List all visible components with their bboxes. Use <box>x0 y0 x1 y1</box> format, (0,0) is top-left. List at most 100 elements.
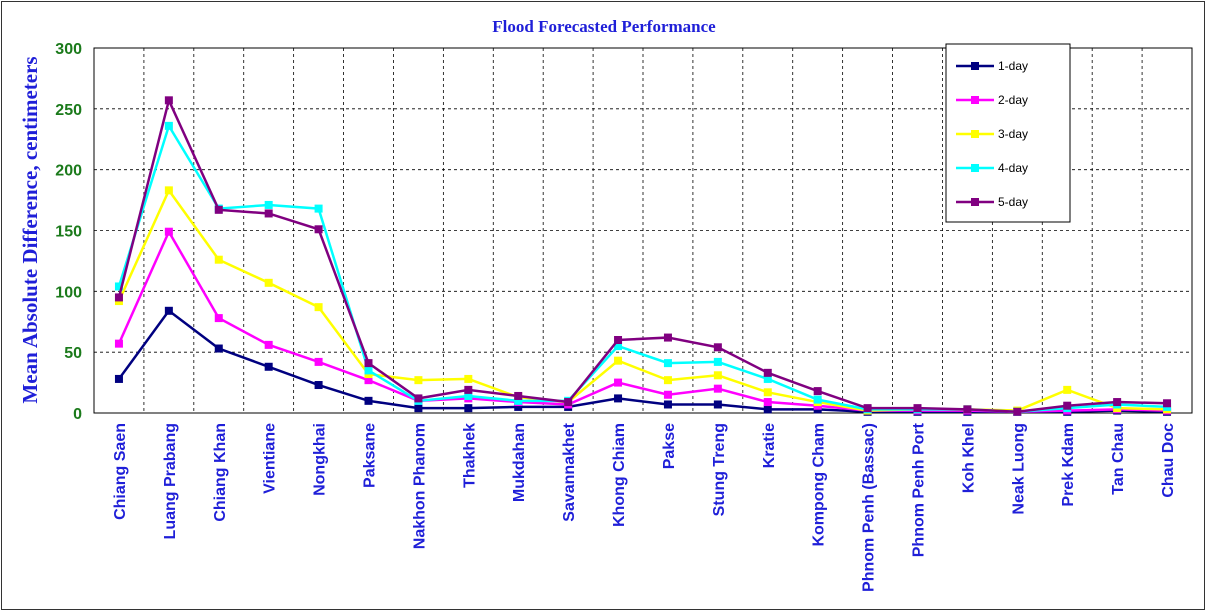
x-tick-label: Pakse <box>661 423 678 469</box>
data-point <box>264 362 273 371</box>
x-tick-label: Chiang Saen <box>112 423 129 520</box>
x-tick-label: Nakhon Phanom <box>411 423 428 549</box>
data-point <box>264 200 273 209</box>
grid-lines <box>94 47 1192 414</box>
legend: 1-day 2-day 3-day 4-day 5-day <box>945 43 1071 223</box>
x-tick-label: Savannakhet <box>561 422 578 521</box>
legend-swatch-marker <box>971 62 979 70</box>
legend-item: 5-day <box>956 195 1028 209</box>
x-tick-label: Luang Prabang <box>162 423 179 539</box>
y-tick-label: 300 <box>55 41 82 58</box>
data-point <box>314 303 323 312</box>
data-point <box>314 204 323 213</box>
x-tick-label: Chau Doc <box>1160 423 1177 498</box>
data-point <box>1013 407 1022 416</box>
y-tick-label: 50 <box>64 345 82 362</box>
data-point <box>214 255 223 264</box>
data-point <box>713 343 722 352</box>
data-point <box>614 394 623 403</box>
data-point <box>514 391 523 400</box>
legend-swatch-marker <box>971 198 979 206</box>
data-point <box>713 357 722 366</box>
y-tick-label: 150 <box>55 224 82 241</box>
x-tick-label: Kratie <box>761 423 778 468</box>
data-point <box>414 376 423 385</box>
data-point <box>464 385 473 394</box>
x-tick-label: Stung Treng <box>711 423 728 516</box>
data-point <box>813 387 822 396</box>
data-point <box>863 404 872 413</box>
data-point <box>314 225 323 234</box>
data-point <box>663 333 672 342</box>
data-point <box>564 398 573 407</box>
legend-item: 3-day <box>956 127 1028 141</box>
data-point <box>663 376 672 385</box>
x-tick-label: Vientiane <box>262 423 279 494</box>
data-point <box>464 391 473 400</box>
data-point <box>713 384 722 393</box>
x-tick-label: Koh Khel <box>960 423 977 493</box>
x-tick-label: Tan Chau <box>1110 423 1127 495</box>
x-tick-label: Mukdahan <box>511 423 528 502</box>
data-point <box>414 394 423 403</box>
series-5-day <box>114 96 1172 416</box>
legend-item: 4-day <box>956 161 1028 175</box>
legend-label: 5-day <box>998 195 1028 209</box>
data-point <box>713 371 722 380</box>
x-tick-label: Khong Chiam <box>611 423 628 527</box>
data-point <box>1113 398 1122 407</box>
data-point <box>314 381 323 390</box>
data-point <box>414 404 423 413</box>
data-point <box>214 205 223 214</box>
y-axis-ticks: 0 50 100 150 200 250 300 <box>55 41 82 423</box>
data-point <box>614 356 623 365</box>
data-point <box>763 368 772 377</box>
x-tick-label: Phnom Penh Port <box>911 422 928 557</box>
data-point <box>164 186 173 195</box>
data-point <box>763 374 772 383</box>
legend-label: 1-day <box>998 59 1028 73</box>
legend-label: 3-day <box>998 127 1028 141</box>
y-tick-label: 100 <box>55 284 82 301</box>
series-lines <box>114 96 1172 416</box>
data-point <box>264 340 273 349</box>
data-point <box>364 376 373 385</box>
data-point <box>114 293 123 302</box>
legend-label: 4-day <box>998 161 1028 175</box>
data-point <box>514 396 523 405</box>
data-point <box>164 96 173 105</box>
data-point <box>364 366 373 375</box>
series-2-day <box>114 227 1172 416</box>
legend-label: 2-day <box>998 93 1028 107</box>
data-point <box>164 121 173 130</box>
x-axis-ticks: Chiang Saen Luang Prabang Chiang Khan Vient… <box>112 422 1177 592</box>
data-point <box>763 405 772 414</box>
x-tick-label: Kompong Cham <box>811 423 828 547</box>
data-point <box>264 209 273 218</box>
data-point <box>464 404 473 413</box>
data-point <box>114 282 123 291</box>
data-point <box>514 402 523 411</box>
data-point <box>314 357 323 366</box>
y-tick-label: 250 <box>55 102 82 119</box>
x-tick-label: Prek Kdam <box>1060 423 1077 507</box>
legend-swatch-marker <box>971 164 979 172</box>
data-point <box>114 339 123 348</box>
data-point <box>164 227 173 236</box>
x-tick-label: Nongkhai <box>312 423 329 496</box>
legend-swatch-marker <box>971 130 979 138</box>
data-point <box>963 405 972 414</box>
data-point <box>763 398 772 407</box>
plot-area <box>93 47 1193 414</box>
x-tick-label: Chiang Khan <box>212 423 229 522</box>
x-tick-label: Paksane <box>362 423 379 488</box>
data-point <box>364 396 373 405</box>
data-point <box>813 395 822 404</box>
data-point <box>364 359 373 368</box>
data-point <box>663 359 672 368</box>
series-line <box>117 96 1168 414</box>
data-point <box>214 314 223 323</box>
data-point <box>464 374 473 383</box>
